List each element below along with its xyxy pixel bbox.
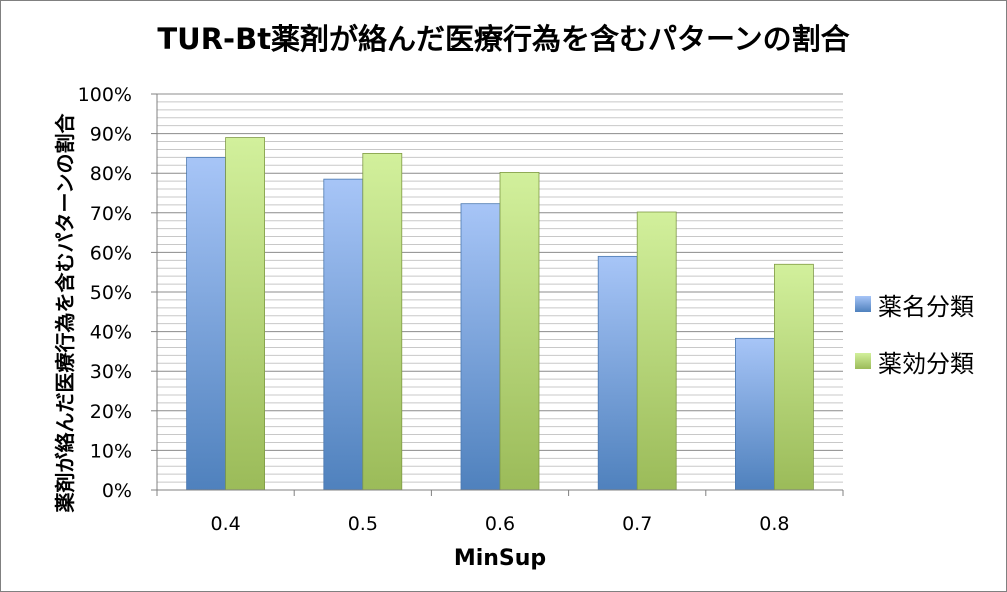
- legend-item-drug-name: 薬名分類: [855, 286, 974, 322]
- y-tick-label: 30%: [90, 361, 132, 383]
- x-tick-label: 0.6: [485, 513, 515, 535]
- y-tick-label: 40%: [90, 322, 132, 344]
- legend-swatch-drug-efficacy: [855, 353, 871, 369]
- y-tick-label: 100%: [78, 84, 132, 106]
- legend-swatch-drug-name: [855, 296, 871, 312]
- x-tick-label: 0.5: [348, 513, 378, 535]
- x-tick-label: 0.4: [210, 513, 240, 535]
- x-tick-label: 0.7: [622, 513, 652, 535]
- bar-drug-efficacy-0.4: [225, 137, 266, 491]
- x-axis-title: MinSup: [453, 546, 547, 571]
- y-tick-label: 60%: [90, 242, 132, 264]
- bar-drug-name-0.7: [597, 255, 638, 491]
- y-tick-label: 10%: [90, 440, 132, 462]
- bar-drug-efficacy-0.7: [636, 211, 677, 491]
- chart-title: TUR-Bt薬剤が絡んだ医療行為を含むパターンの割合: [157, 22, 850, 56]
- legend-label-drug-name: 薬名分類: [878, 292, 974, 321]
- bar-drug-efficacy-0.8: [774, 263, 814, 491]
- bar-drug-name-0.5: [323, 178, 364, 491]
- bar-drug-name-0.4: [186, 156, 227, 491]
- legend: 薬名分類 薬効分類: [855, 286, 974, 400]
- legend-item-drug-efficacy: 薬効分類: [855, 343, 974, 379]
- bar-drug-name-0.8: [735, 337, 775, 491]
- bar-drug-efficacy-0.6: [499, 172, 540, 491]
- legend-label-drug-efficacy: 薬効分類: [878, 349, 974, 378]
- y-tick-label: 90%: [90, 124, 132, 146]
- bar-drug-efficacy-0.5: [362, 152, 403, 491]
- bar-drug-name-0.6: [460, 203, 501, 491]
- y-tick-label: 20%: [90, 401, 132, 423]
- y-tick-label: 50%: [90, 282, 132, 304]
- x-tick-label: 0.8: [759, 513, 789, 535]
- y-tick-label: 80%: [90, 163, 132, 185]
- y-tick-label: 0%: [102, 480, 132, 502]
- y-tick-label: 70%: [90, 203, 132, 225]
